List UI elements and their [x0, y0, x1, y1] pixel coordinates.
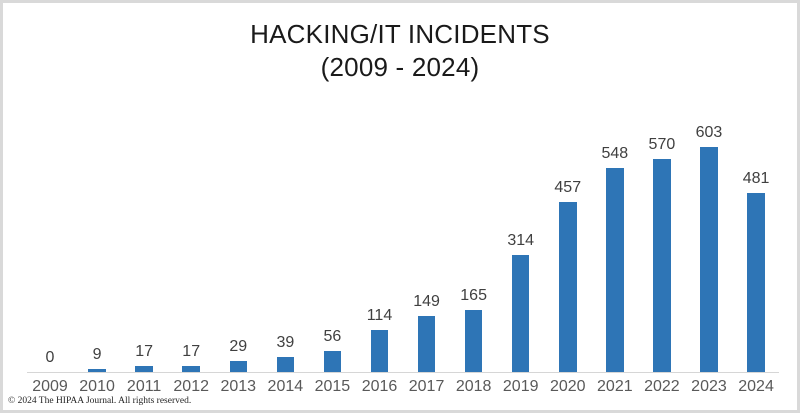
bar-2010 [88, 368, 106, 372]
x-axis-line [27, 372, 779, 373]
bar-2014 [276, 357, 295, 372]
value-label-2023: 603 [695, 124, 723, 141]
tick-label-2009: 2009 [32, 378, 68, 395]
bar-2016 [370, 329, 389, 372]
tick-label-2014: 2014 [267, 378, 304, 395]
bar-2021 [606, 167, 624, 372]
tick-label-2022: 2022 [644, 378, 680, 395]
tick-label-2018: 2018 [455, 378, 492, 395]
value-label-2022: 570 [648, 136, 676, 154]
value-label-2020: 457 [554, 178, 582, 196]
bar-2023 [700, 147, 718, 372]
bar-2018 [464, 310, 483, 372]
value-label-2011: 17 [135, 342, 154, 360]
chart-title-line1: HACKING/IT INCIDENTS [250, 19, 550, 49]
value-label-2010: 9 [92, 345, 102, 363]
tick-label-2023: 2023 [691, 378, 727, 395]
bar-2013 [229, 361, 248, 372]
tick-label-2024: 2024 [738, 378, 774, 395]
value-label-2019: 314 [507, 231, 535, 249]
value-label-2018: 165 [460, 287, 487, 305]
bar-2022 [653, 159, 671, 372]
value-label-2015: 56 [323, 328, 342, 346]
value-label-2021: 548 [601, 144, 629, 162]
bar-2019 [511, 254, 530, 372]
value-label-2009: 0 [45, 349, 55, 366]
tick-label-2010: 2010 [79, 378, 115, 395]
value-label-2013: 29 [229, 338, 248, 356]
chart-title: HACKING/IT INCIDENTS (2009 - 2024) [3, 18, 797, 84]
bar-2017 [417, 316, 436, 372]
tick-label-2019: 2019 [502, 378, 539, 395]
tick-label-2015: 2015 [314, 378, 351, 395]
bar-2015 [323, 351, 342, 372]
tick-label-2012: 2012 [173, 378, 209, 395]
value-label-2016: 114 [366, 306, 393, 324]
bar-chart-plot-area: 0 2009 9 2010 17 2011 17 2012 29 2013 39 2014 56 2015… [3, 3, 800, 416]
tick-label-2011: 2011 [126, 378, 162, 395]
value-label-2017: 149 [413, 293, 440, 311]
copyright-text: © 2024 The HIPAA Journal. All rights res… [8, 396, 192, 406]
tick-label-2013: 2013 [220, 378, 257, 395]
chart-title-line2: (2009 - 2024) [320, 52, 480, 82]
bar-2024 [747, 192, 765, 372]
bar-2020 [559, 201, 577, 372]
value-label-2014: 39 [276, 334, 295, 352]
bar-2012 [182, 365, 200, 372]
value-label-2024: 481 [742, 169, 770, 187]
bar-2011 [135, 365, 153, 372]
tick-label-2020: 2020 [549, 378, 586, 395]
tick-label-2017: 2017 [408, 378, 445, 395]
tick-label-2016: 2016 [361, 378, 398, 395]
value-label-2012: 17 [182, 342, 201, 360]
tick-label-2021: 2021 [597, 378, 633, 395]
